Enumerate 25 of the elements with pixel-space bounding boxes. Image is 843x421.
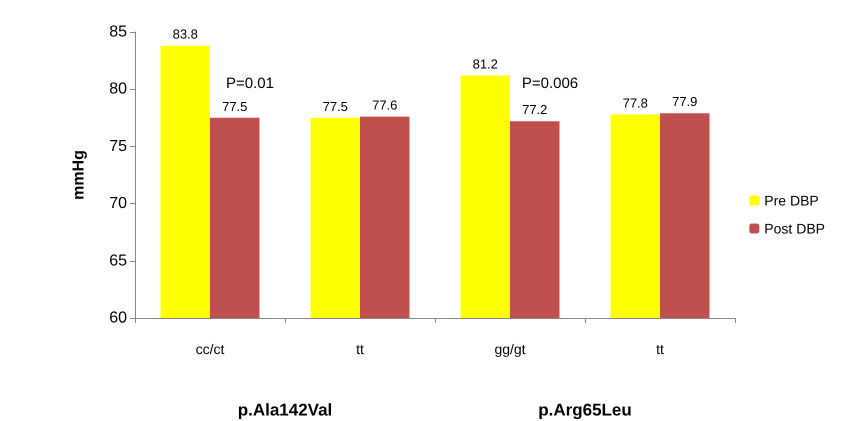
data-label: 77.5 xyxy=(222,98,248,114)
x-tick-label: tt xyxy=(656,341,664,357)
annotation: P=0.01 xyxy=(226,74,274,92)
legend-label: Post DBP xyxy=(764,220,826,236)
data-label: 81.2 xyxy=(472,56,498,72)
x-tick-label: tt xyxy=(356,341,364,357)
y-tick-label: 70 xyxy=(109,195,128,212)
y-tick-label: 75 xyxy=(109,138,128,155)
data-label: 77.6 xyxy=(372,98,398,113)
legend-label: Pre DBP xyxy=(764,192,819,208)
data-label: 77.2 xyxy=(522,102,548,118)
y-tick-label: 60 xyxy=(109,310,128,326)
x-tick-label: cc/ct xyxy=(196,341,224,357)
data-label: 77.5 xyxy=(322,98,348,114)
text: p.Ala142Val xyxy=(238,400,332,420)
x-tick-label: gg/gt xyxy=(494,341,526,357)
data-label: 83.8 xyxy=(172,26,198,42)
data-label: 77.9 xyxy=(672,94,698,110)
y-tick-label: 85 xyxy=(109,24,128,40)
data-label: 77.8 xyxy=(622,95,648,110)
y-tick-label: 80 xyxy=(109,80,128,98)
annotation: P=0.006 xyxy=(522,74,578,92)
y-axis-title: mmHg xyxy=(70,150,88,200)
y-tick-label: 65 xyxy=(109,252,128,270)
text: p.Arg65Leu xyxy=(538,400,632,420)
